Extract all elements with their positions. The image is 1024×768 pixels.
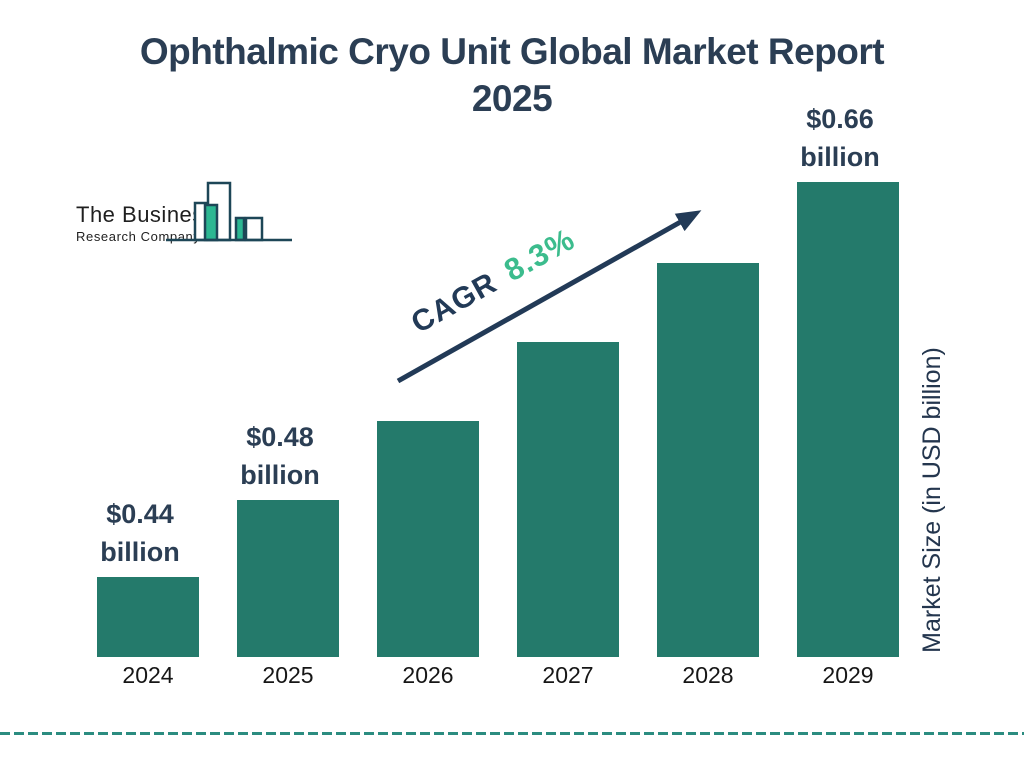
y-axis-label: Market Size (in USD billion) [918,347,946,653]
x-tick-label-2026: 2026 [402,662,454,688]
value-label-2029: $0.66 billion [800,104,880,172]
bar-2027 [517,342,619,657]
bar-2028 [657,263,759,657]
x-tick-label-2024: 2024 [122,662,174,688]
x-tick-label-2029: 2029 [822,662,874,688]
bar-chart-logo-icon [166,181,292,242]
bar-2024 [97,577,199,657]
x-tick-label-2028: 2028 [682,662,734,688]
company-logo: The Business Research Company [76,178,292,248]
bar-2029 [797,182,899,657]
value-label-2025: $0.48 billion [240,422,320,490]
x-tick-label-2025: 2025 [262,662,314,688]
bar-2025 [237,500,339,657]
page-title: Ophthalmic Cryo Unit Global Market Repor… [0,28,1024,122]
page-title-line1: Ophthalmic Cryo Unit Global Market Repor… [139,31,885,72]
value-label-2024: $0.44 billion [100,499,180,567]
company-logo-text: The Business Research Company [76,202,216,244]
bottom-dashed-divider [0,732,1024,735]
company-name: The Business [76,202,216,227]
page-title-line2: 2025 [471,78,553,119]
bar-2026 [377,421,479,657]
x-tick-label-2027: 2027 [542,662,594,688]
